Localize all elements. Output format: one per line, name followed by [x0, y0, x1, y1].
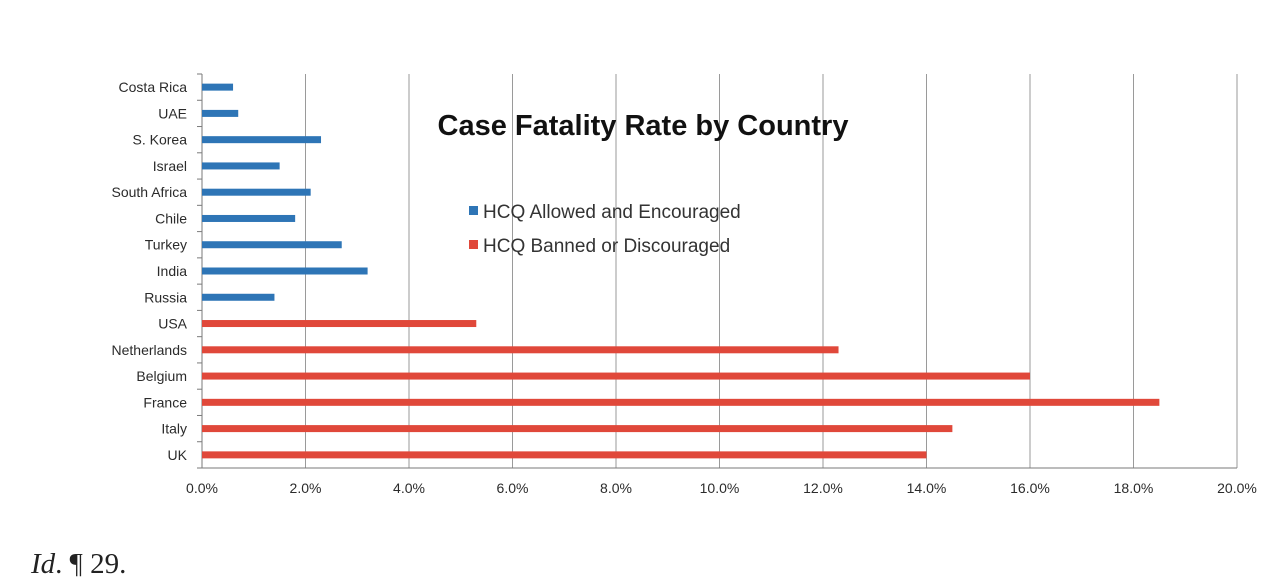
x-tick-label: 18.0% — [1114, 480, 1154, 496]
x-tick-label: 2.0% — [290, 480, 322, 496]
category-label: South Africa — [112, 184, 188, 200]
category-labels: Costa Rica UAE S. Korea Israel South Africa C… — [112, 79, 188, 463]
bar — [202, 372, 1030, 380]
x-tick-label: 0.0% — [186, 480, 218, 496]
x-tick-label: 14.0% — [907, 480, 947, 496]
bar — [202, 425, 953, 433]
category-label: UK — [168, 447, 188, 463]
category-label: Chile — [155, 210, 187, 226]
x-tick-label: 20.0% — [1217, 480, 1257, 496]
bar — [202, 136, 322, 144]
category-label: Turkey — [145, 237, 187, 253]
chart-title: Case Fatality Rate by Country — [438, 110, 849, 142]
x-tick-labels: 0.0% 2.0% 4.0% 6.0% 8.0% 10.0% 12.0% 14.0% 16.0%… — [186, 480, 1257, 496]
chart-container: Costa Rica UAE S. Korea Israel South Africa C… — [112, 73, 1257, 496]
x-tick-label: 12.0% — [803, 480, 843, 496]
category-label: S. Korea — [133, 132, 188, 148]
category-label: Costa Rica — [119, 79, 188, 95]
bar — [202, 398, 1160, 406]
category-label: Israel — [153, 158, 187, 174]
legend: HCQ Allowed and Encouraged HCQ Banned or… — [469, 202, 741, 257]
legend-label-banned: HCQ Banned or Discouraged — [483, 236, 730, 257]
gridlines — [305, 74, 1238, 468]
bar — [202, 188, 311, 196]
category-label: Netherlands — [112, 342, 188, 358]
category-label: India — [157, 263, 188, 279]
x-tick-label: 10.0% — [700, 480, 740, 496]
bar — [202, 320, 477, 328]
x-tick-label: 6.0% — [497, 480, 529, 496]
citation-rest: . ¶ 29. — [55, 548, 127, 580]
bar — [202, 346, 839, 354]
bars — [202, 83, 1160, 459]
category-label: France — [143, 394, 187, 410]
category-label: Russia — [144, 289, 187, 305]
bar — [202, 267, 368, 275]
x-tick-label: 16.0% — [1010, 480, 1050, 496]
legend-label-allowed: HCQ Allowed and Encouraged — [483, 202, 741, 223]
bar — [202, 109, 239, 117]
category-label: UAE — [158, 105, 187, 121]
bar — [202, 214, 296, 222]
category-label: USA — [158, 316, 187, 332]
bar — [202, 162, 280, 170]
bar — [202, 451, 927, 459]
bar — [202, 83, 234, 91]
bar — [202, 293, 275, 301]
category-label: Belgium — [136, 368, 187, 384]
citation-italic: Id — [31, 548, 56, 580]
bar — [202, 241, 342, 249]
legend-swatch-allowed — [469, 206, 478, 215]
citation: Id. ¶ 29. — [31, 548, 126, 581]
x-tick-label: 4.0% — [393, 480, 425, 496]
legend-swatch-banned — [469, 240, 478, 249]
x-tick-label: 8.0% — [600, 480, 632, 496]
category-label: Italy — [161, 421, 187, 437]
bar-chart: Costa Rica UAE S. Korea Israel South Africa C… — [112, 73, 1257, 496]
